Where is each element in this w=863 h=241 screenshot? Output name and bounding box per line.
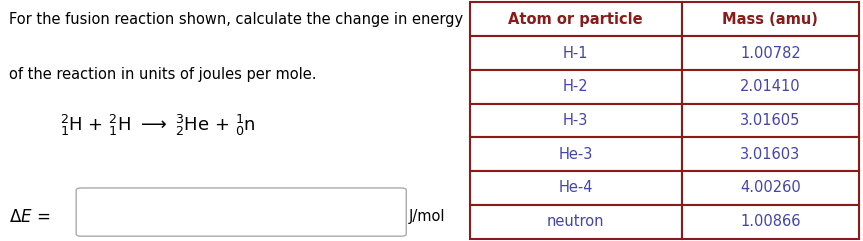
Bar xyxy=(682,2,859,36)
Text: 1.00866: 1.00866 xyxy=(740,214,801,229)
Text: H-1: H-1 xyxy=(563,46,589,60)
Bar xyxy=(469,36,682,70)
Bar xyxy=(469,171,682,205)
Text: neutron: neutron xyxy=(547,214,605,229)
Text: of the reaction in units of joules per mole.: of the reaction in units of joules per m… xyxy=(9,67,317,82)
Bar xyxy=(469,104,682,137)
Text: 2.01410: 2.01410 xyxy=(740,79,801,94)
Text: Atom or particle: Atom or particle xyxy=(508,12,643,27)
Bar xyxy=(682,205,859,239)
Text: 3.01605: 3.01605 xyxy=(740,113,801,128)
Text: 3.01603: 3.01603 xyxy=(740,147,801,162)
Text: 1.00782: 1.00782 xyxy=(740,46,801,60)
Bar xyxy=(682,36,859,70)
Bar xyxy=(682,137,859,171)
Text: H-2: H-2 xyxy=(563,79,589,94)
Text: He-3: He-3 xyxy=(558,147,593,162)
Text: $\Delta E$ =: $\Delta E$ = xyxy=(9,208,51,226)
Text: He-4: He-4 xyxy=(558,181,593,195)
Bar xyxy=(682,104,859,137)
Text: H-3: H-3 xyxy=(564,113,589,128)
Text: $^{2}_{1}$H + $^{2}_{1}$H $\longrightarrow$ $^{3}_{2}$He + $^{1}_{0}$n: $^{2}_{1}$H + $^{2}_{1}$H $\longrightarr… xyxy=(60,113,255,138)
Bar xyxy=(469,2,682,36)
FancyBboxPatch shape xyxy=(76,188,406,236)
Bar xyxy=(469,137,682,171)
Bar xyxy=(469,70,682,104)
Text: 4.00260: 4.00260 xyxy=(740,181,801,195)
Bar xyxy=(682,171,859,205)
Text: Mass (amu): Mass (amu) xyxy=(722,12,818,27)
Text: J/mol: J/mol xyxy=(408,209,445,224)
Bar xyxy=(469,205,682,239)
Text: For the fusion reaction shown, calculate the change in energy: For the fusion reaction shown, calculate… xyxy=(9,12,463,27)
Bar xyxy=(682,70,859,104)
